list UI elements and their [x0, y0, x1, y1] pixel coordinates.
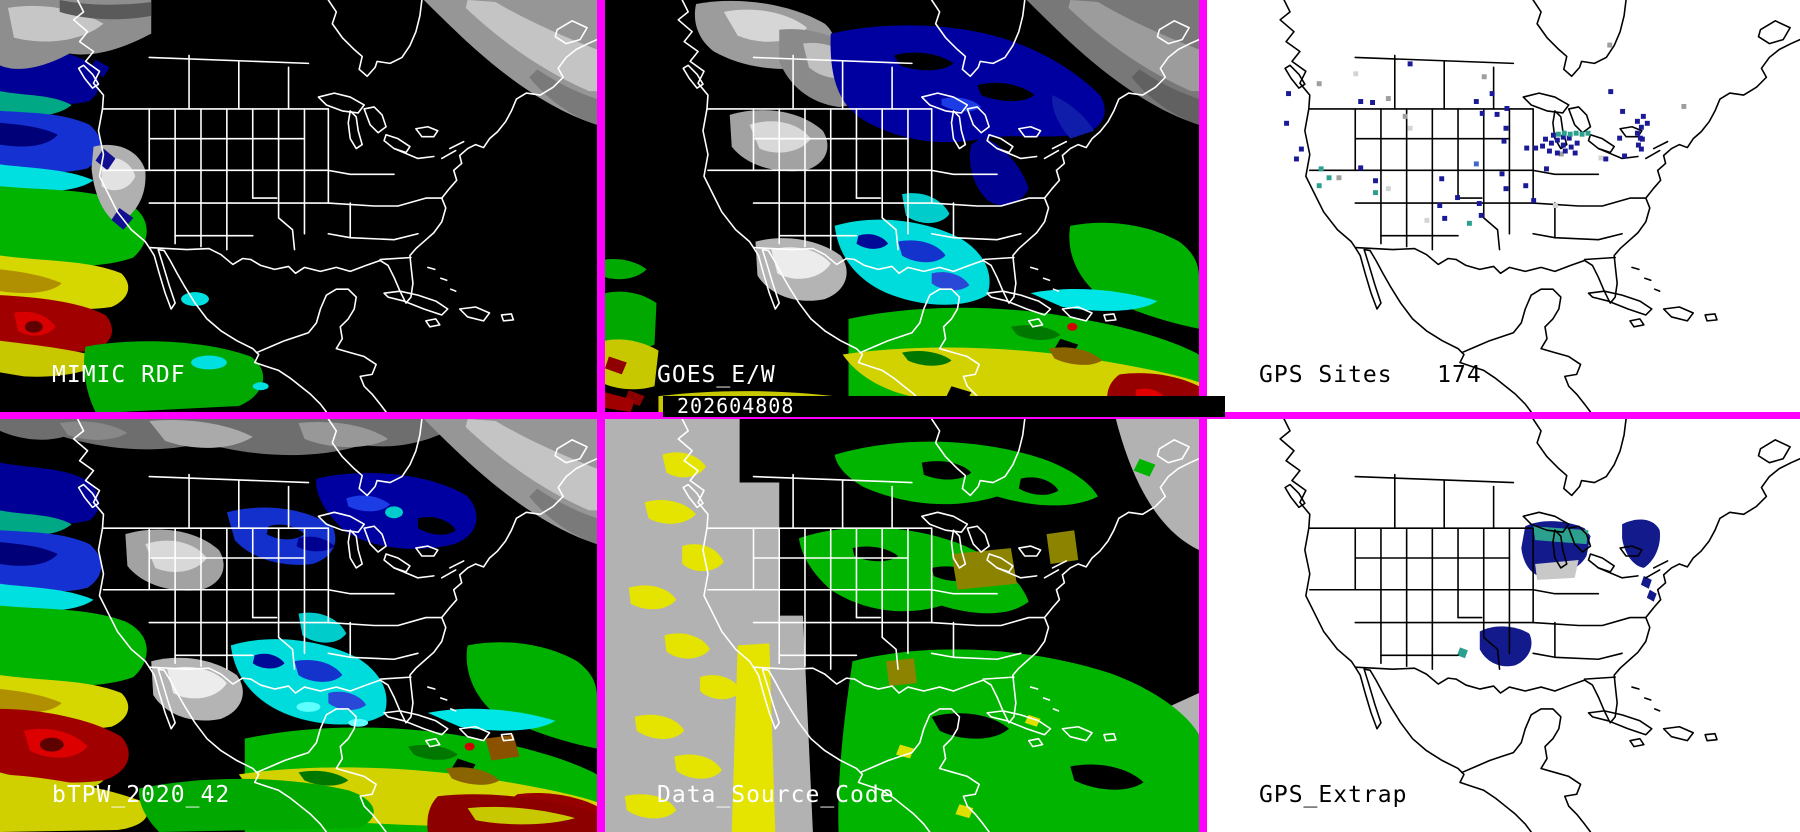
map-outline — [677, 419, 1199, 832]
panel-goes-ew[interactable]: GOES_E/W — [605, 0, 1199, 412]
panel-label-mimic: MIMIC RDF — [52, 362, 186, 388]
panel-label-gps-sites: GPS Sites 174 — [1259, 362, 1482, 388]
gps-site-markers — [1284, 42, 1687, 226]
map-outline — [72, 419, 597, 832]
timestamp-text: 202604808 — [677, 394, 795, 418]
panel-gps-sites[interactable]: GPS Sites 174 — [1207, 0, 1800, 412]
map-outline — [677, 0, 1199, 412]
panel-gps-extrap[interactable]: GPS_Extrap — [1207, 419, 1800, 832]
btpw-weather-imagery — [0, 419, 597, 832]
panel-label-gps-extrap: GPS_Extrap — [1259, 782, 1408, 808]
data-source-imagery — [605, 419, 1199, 832]
panel-label-btpw: bTPW_2020_42 — [52, 782, 231, 808]
panel-label-goes: GOES_E/W — [657, 362, 776, 388]
map-outline — [1279, 419, 1800, 832]
timestamp-bar: 202604808 — [663, 396, 1225, 417]
panel-btpw[interactable]: bTPW_2020_42 — [0, 419, 597, 832]
map-outline — [1279, 0, 1800, 412]
gps-extrap-blobs — [1457, 519, 1661, 667]
panel-label-data-source: Data_Source_Code — [657, 782, 895, 808]
panel-data-source-code[interactable]: Data_Source_Code — [605, 419, 1199, 832]
panel-mimic-rdf[interactable]: MIMIC RDF — [0, 0, 597, 412]
map-outline — [72, 0, 597, 412]
panel-divider-vertical-left — [597, 0, 605, 832]
